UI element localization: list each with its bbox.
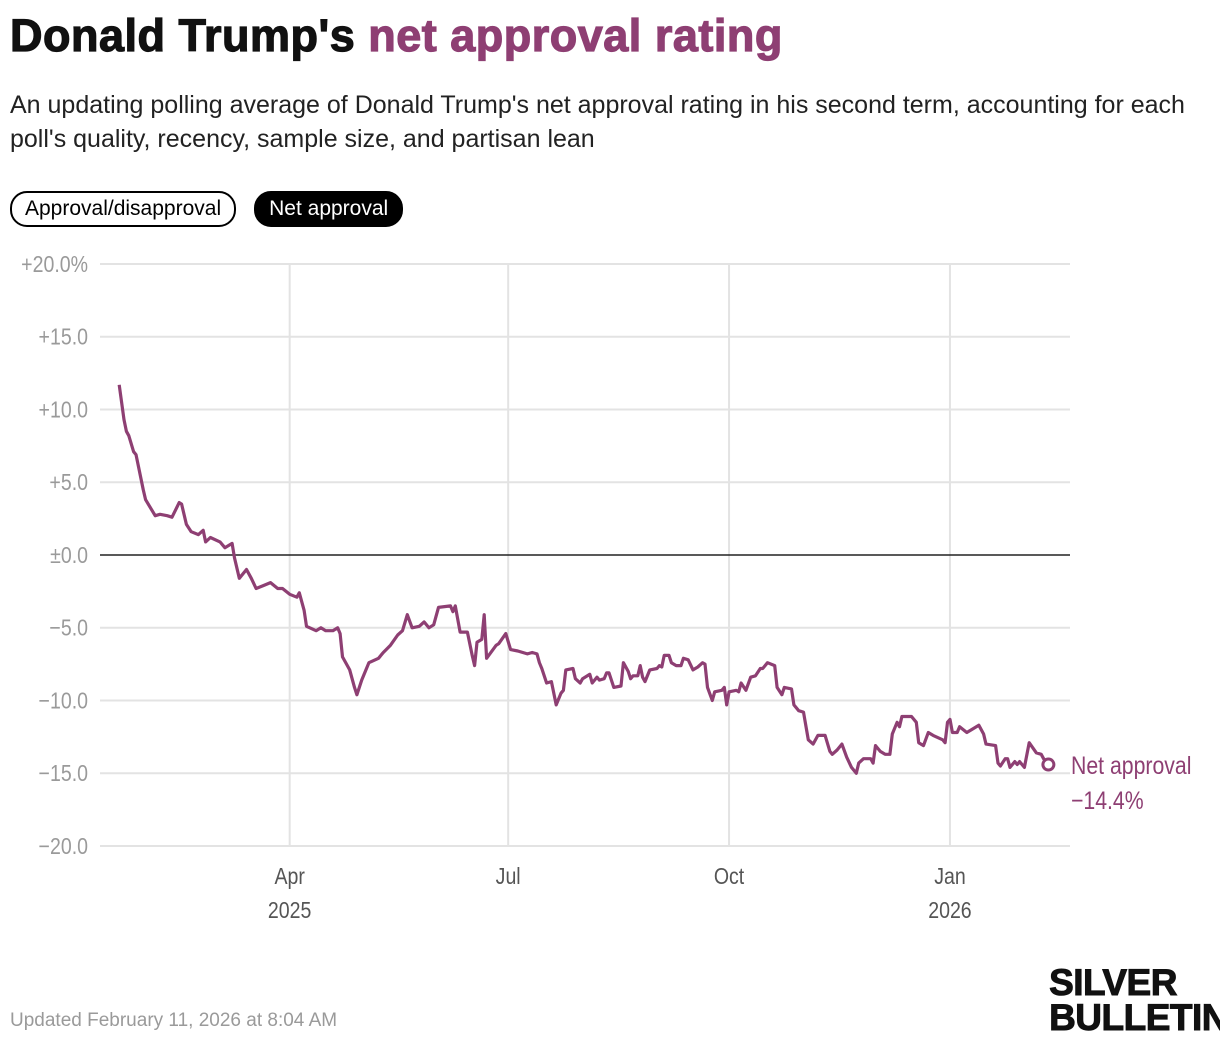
title-plain: Donald Trump's — [9, 9, 356, 61]
updated-timestamp: Updated February 11, 2026 at 8:04 AM — [10, 1010, 338, 1031]
x-tick-label: Apr — [274, 864, 304, 890]
y-tick-label: +5.0 — [49, 470, 88, 496]
logo-line-2: BULLETIN — [1049, 997, 1220, 1038]
x-tick-label: Jul — [496, 864, 521, 890]
y-tick-label: −20.0 — [39, 834, 89, 860]
y-tick-label: +10.0 — [39, 397, 89, 423]
subtitle: An updating polling average of Donald Tr… — [10, 91, 1185, 153]
x-tick-label: Oct — [714, 864, 744, 890]
toggle-approval-disapproval[interactable]: Approval/disapproval — [10, 191, 237, 227]
y-tick-label: −15.0 — [39, 761, 89, 787]
y-tick-label: +20.0% — [21, 252, 88, 278]
y-tick-label: −5.0 — [49, 615, 88, 641]
x-tick-year: 2026 — [928, 898, 971, 924]
series-end-value: −14.4% — [1071, 786, 1144, 814]
silver-bulletin-logo: SILVER BULLETIN — [1049, 962, 1220, 1038]
title-highlight: net approval rating — [368, 9, 783, 61]
page-title: Donald Trump's net approval rating — [9, 9, 783, 62]
view-toggle-group: Approval/disapproval Net approval — [10, 191, 404, 227]
y-tick-label: +15.0 — [39, 324, 89, 350]
toggle-net-approval[interactable]: Net approval — [254, 191, 404, 227]
series-end-label: Net approval — [1071, 751, 1191, 779]
x-tick-label: Jan — [934, 864, 965, 890]
y-tick-label: ±0.0 — [50, 543, 88, 569]
net-approval-line — [117, 384, 1050, 775]
y-tick-label: −10.0 — [39, 688, 89, 714]
x-tick-year: 2025 — [268, 898, 311, 924]
latest-point-marker — [1041, 757, 1056, 772]
logo-line-1: SILVER — [1049, 962, 1178, 1003]
